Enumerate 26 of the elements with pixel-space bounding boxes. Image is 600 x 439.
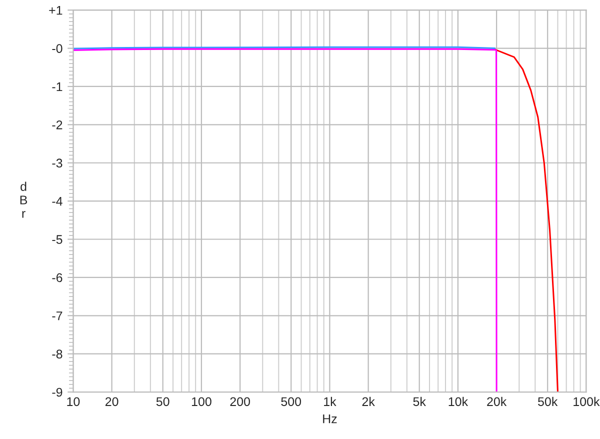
y-axis-title: dBr: [20, 182, 28, 218]
x-tick-label: 50k: [538, 396, 558, 406]
x-tick-label: 5k: [413, 396, 426, 406]
y-tick-label: -7: [52, 312, 62, 320]
y-tick-label: -0: [52, 44, 62, 53]
x-tick-label: 20k: [487, 396, 507, 406]
y-tick-label: -9: [52, 388, 62, 397]
x-tick-label: 50: [156, 397, 170, 406]
y-tick-label: -4: [52, 196, 62, 206]
x-tick-label: 1k: [324, 396, 336, 406]
x-axis-title: Hz: [323, 414, 337, 424]
x-tick-label: 200: [230, 397, 250, 406]
x-tick-label: 20: [105, 397, 118, 406]
x-tick-label: 10: [67, 397, 80, 406]
x-tick-label: 500: [281, 397, 302, 406]
x-tick-label: 10k: [448, 396, 468, 406]
y-tick-label: -1: [52, 82, 62, 92]
y-tick-label: -5: [52, 235, 62, 244]
y-tick-label: -8: [52, 350, 62, 358]
y-tick-label: -2: [52, 120, 62, 130]
x-tick-label: 100k: [574, 396, 600, 406]
x-tick-label: 100: [192, 397, 212, 406]
x-tick-label: 2k: [362, 396, 375, 406]
y-tick-label: +1: [49, 6, 62, 15]
y-tick-label: -6: [52, 273, 62, 282]
y-tick-label: -3: [52, 158, 62, 168]
